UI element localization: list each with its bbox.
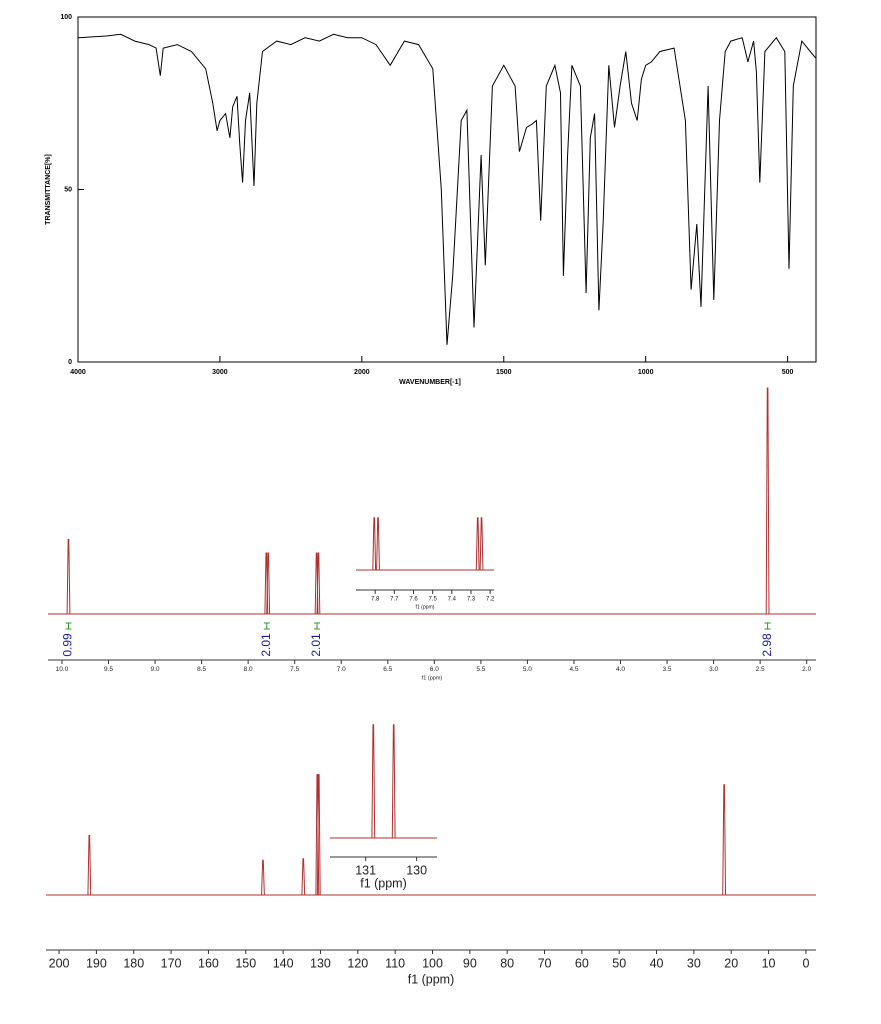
- x-tick-label: 131: [355, 863, 376, 877]
- x-tick-label: 7.0: [337, 666, 346, 673]
- x-axis-label: f1 (ppm): [360, 876, 407, 890]
- x-tick-label: 60: [575, 956, 589, 970]
- x-tick-label: 8.5: [197, 666, 206, 673]
- x-tick-label: 2.5: [756, 666, 765, 673]
- x-tick-label: 7.6: [409, 596, 418, 602]
- x-tick-label: 5.0: [523, 666, 532, 673]
- peak: [301, 858, 306, 896]
- x-tick-label: 10: [762, 956, 776, 970]
- peak: [261, 859, 265, 896]
- x-tick-label: 3000: [212, 369, 228, 376]
- peak: [266, 552, 271, 615]
- ir-trace: [77, 33, 817, 345]
- x-axis-label: f1 (ppm): [408, 972, 455, 986]
- x-tick-label: 7.5: [428, 596, 437, 602]
- x-tick-label: 9.0: [151, 666, 160, 673]
- x-axis-label: f1 (ppm): [422, 675, 443, 681]
- peak: [372, 517, 377, 571]
- integral-bracket: [65, 622, 72, 630]
- y-tick-label: 50: [64, 186, 72, 193]
- x-tick-label: 50: [612, 956, 626, 970]
- x-tick-label: 4000: [70, 369, 86, 376]
- peak: [87, 835, 92, 896]
- x-tick-label: 10.0: [56, 666, 69, 673]
- x-tick-label: 6.0: [430, 666, 439, 673]
- x-tick-label: 5.5: [476, 666, 485, 673]
- x-tick-label: 9.5: [104, 666, 113, 673]
- x-tick-label: 200: [49, 956, 70, 970]
- x-tick-label: 110: [385, 956, 405, 970]
- x-tick-label: 7.7: [390, 596, 399, 602]
- x-tick-label: 7.5: [290, 666, 299, 673]
- x-tick-label: 160: [198, 956, 219, 970]
- x-tick-label: 4.5: [569, 666, 578, 673]
- x-tick-label: 170: [161, 956, 182, 970]
- integral-bracket: [263, 622, 270, 630]
- x-tick-label: 1500: [496, 369, 512, 376]
- x-tick-label: 130: [406, 863, 427, 877]
- x-tick-label: 20: [724, 956, 738, 970]
- x-tick-label: 1000: [638, 369, 654, 376]
- x-tick-label: 40: [650, 956, 664, 970]
- x-tick-label: 190: [86, 956, 107, 970]
- y-tick-label: 100: [60, 14, 72, 21]
- x-tick-label: 6.5: [383, 666, 392, 673]
- plot-frame: [77, 16, 817, 363]
- peak: [376, 517, 380, 571]
- x-tick-label: 3.0: [709, 666, 718, 673]
- integral-label: 2.01: [309, 633, 323, 657]
- peak: [722, 784, 727, 896]
- peak: [66, 538, 71, 615]
- x-tick-label: 500: [782, 369, 794, 376]
- x-tick-label: 120: [347, 956, 368, 970]
- peak: [371, 724, 376, 839]
- integral-bracket: [764, 622, 771, 630]
- x-tick-label: 130: [310, 956, 331, 970]
- x-tick-label: 70: [538, 956, 552, 970]
- x-tick-label: 140: [273, 956, 294, 970]
- x-tick-label: 2000: [354, 369, 370, 376]
- x-tick-label: 7.4: [448, 596, 457, 602]
- x-tick-label: 7.3: [467, 596, 476, 602]
- integral-label: 2.01: [259, 633, 273, 657]
- x-tick-label: 8.0: [244, 666, 253, 673]
- x-tick-label: 80: [500, 956, 514, 970]
- integral-label: 0.99: [61, 633, 75, 657]
- x-tick-label: 7.8: [371, 596, 380, 602]
- x-tick-label: 90: [463, 956, 477, 970]
- x-axis-label: f1 (ppm): [416, 604, 435, 610]
- y-axis-label: TRANSMITTANCE[%]: [45, 154, 52, 225]
- x-tick-label: 150: [235, 956, 256, 970]
- x-tick-label: 2.0: [802, 666, 811, 673]
- peak: [316, 552, 321, 615]
- x-tick-label: 180: [123, 956, 144, 970]
- peak: [316, 774, 321, 896]
- x-tick-label: 7.2: [486, 596, 495, 602]
- x-tick-label: 4.0: [616, 666, 625, 673]
- x-tick-label: 100: [422, 956, 443, 970]
- x-axis-label: WAVENUMBER[-1]: [399, 379, 461, 386]
- x-tick-label: 30: [687, 956, 701, 970]
- x-tick-label: 0: [802, 956, 809, 970]
- integral-bracket: [314, 622, 321, 630]
- peak: [475, 517, 480, 571]
- peak: [391, 724, 396, 839]
- integral-label: 2.98: [760, 633, 774, 657]
- peak: [765, 387, 770, 615]
- x-tick-label: 3.5: [663, 666, 672, 673]
- peak: [479, 517, 484, 571]
- y-tick-label: 0: [68, 359, 72, 366]
